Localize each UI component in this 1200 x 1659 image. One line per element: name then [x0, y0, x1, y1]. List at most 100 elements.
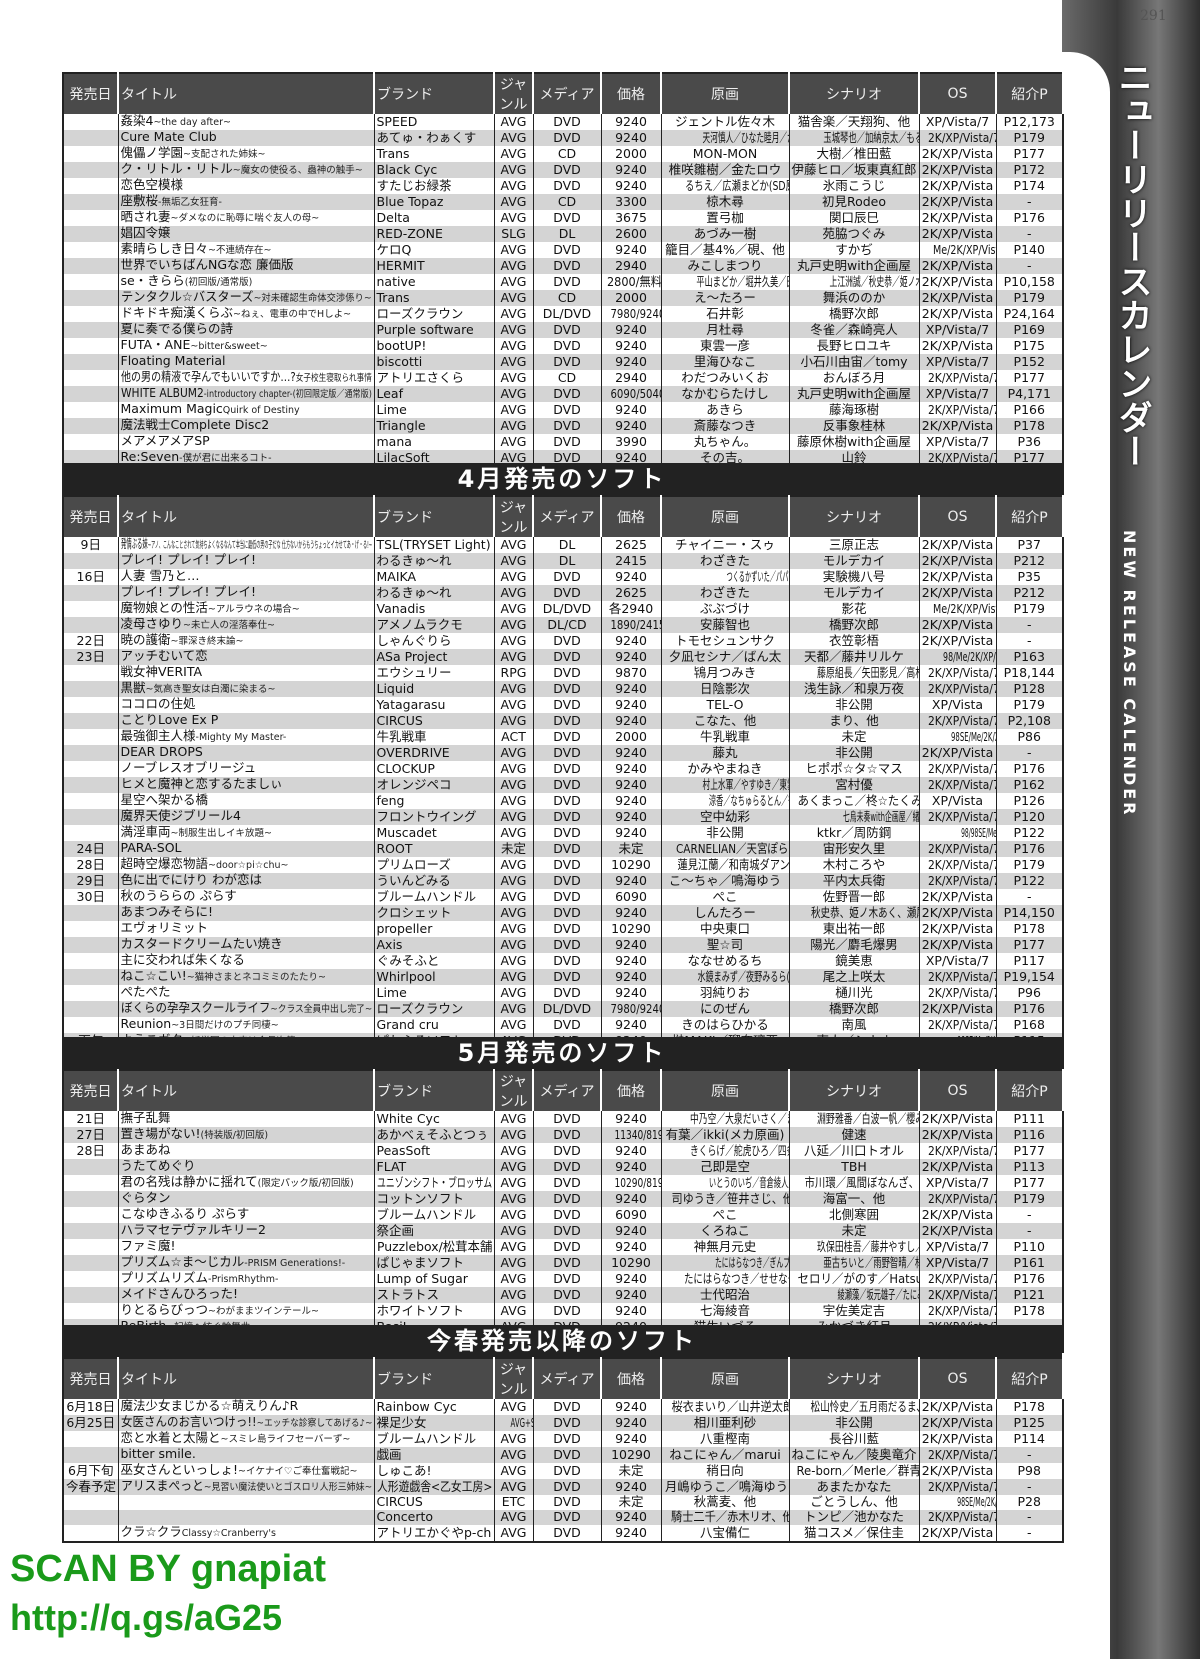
cell-artist: わざきた [661, 585, 790, 601]
cell-os: 2K/XP/Vista [919, 274, 997, 290]
cell-intro-page: P175 [996, 338, 1064, 354]
cell-intro-page: P28 [996, 1495, 1064, 1510]
cell-os: 2K/XP/Vista/7 [919, 1303, 997, 1319]
cell-os: 2K/XP/Vista [919, 921, 997, 937]
cell-release-date [63, 617, 119, 633]
cell-genre: AVG [494, 889, 534, 905]
scenario-text: 苑脇つぐみ [822, 226, 886, 241]
cell-os: 2K/XP/Vista/7 [919, 809, 997, 825]
cell-intro-page: P122 [996, 825, 1064, 841]
cell-title: 置き場がない!(特装版/初回版) [118, 1127, 375, 1143]
cell-os: 2K/XP/Vista/7 [919, 1017, 997, 1033]
cell-os: 98SE/Me/2K/XP/Vista/7 [919, 1495, 997, 1510]
media-text: DVD [553, 953, 581, 968]
price-text: 2940 [615, 370, 647, 385]
intro-page-text: P176 [1013, 1001, 1045, 1016]
title-text: 秋のうららの ぷらす [121, 889, 237, 905]
cell-media: DVD [533, 1223, 602, 1239]
os-text: 2K/XP/Vista [921, 921, 994, 936]
cell-price: 9240 [601, 338, 662, 354]
price-text: 9240 [615, 825, 647, 840]
cell-title: 満淫車両~制服生出しイキ放題~ [118, 825, 375, 841]
artist-text: みこしまつり [687, 258, 763, 273]
cell-title: bitter smile. [118, 1447, 375, 1463]
genre-text: AVG [500, 569, 527, 584]
cell-scenario: モルデカイ [789, 585, 920, 601]
title-text: 姦染4~the day after~ [121, 114, 231, 130]
os-text: 2K/XP/Vista/7 [927, 665, 996, 680]
scenario-text: 長野ヒロユキ [816, 338, 892, 353]
genre-text: AVG+SLG [510, 1415, 532, 1430]
table-row: 座敷桜-無垢乙女狂育- Blue Topaz AVG CD 3300 椋木尋 初見Rodeo… [63, 194, 1064, 210]
cell-price: 1890/2415 [601, 617, 662, 633]
price-text: 6090 [615, 1207, 647, 1222]
brand-text: あてゅ・わぁくす [376, 130, 477, 145]
cell-release-date [63, 697, 119, 713]
column-header-artist: 原画 [661, 1070, 790, 1111]
cell-scenario: 三原正志 [789, 537, 920, 553]
brand-text: LilacSoft [376, 450, 430, 465]
price-text: 9240 [615, 905, 647, 920]
cell-price: 9240 [601, 745, 662, 761]
cell-intro-page: - [996, 889, 1064, 905]
cell-media: CD [533, 290, 602, 306]
scenario-text: 綾瀬藻／坂元雄子／たにみちNON、他 [837, 1287, 918, 1302]
cell-media: CD [533, 146, 602, 162]
cell-genre: AVG [494, 1431, 534, 1447]
cell-brand: 人形遊戯舎<乙女工房> [374, 1479, 495, 1495]
cell-title: 夏に奏でる僕らの詩 [118, 322, 375, 338]
cell-scenario: TBH [789, 1159, 920, 1175]
cell-media: DVD [533, 857, 602, 873]
brand-text: すたじお緑茶 [376, 178, 452, 193]
cell-artist: 月杜尋 [661, 322, 790, 338]
cell-title: メイドさんひろった! [118, 1287, 375, 1303]
price-text: 9240 [615, 761, 647, 776]
cell-scenario: 東出祐一郎 [789, 921, 920, 937]
cell-price: 2625 [601, 585, 662, 601]
title-main: 満淫車両 [120, 825, 171, 839]
cell-release-date: 6月18日 [63, 1399, 119, 1415]
cell-intro-page: - [996, 258, 1064, 274]
cell-genre: AVG [494, 585, 534, 601]
scenario-text: 橋野次郎 [828, 1001, 879, 1016]
cell-genre: AVG [494, 825, 534, 841]
cell-price: 2600 [601, 226, 662, 242]
cell-artist: くろねこ [661, 1223, 790, 1239]
cell-genre: AVG+SLG [494, 1415, 534, 1431]
cell-genre: AVG [494, 1479, 534, 1495]
cell-brand: Rainbow Cyc [374, 1399, 495, 1415]
title-main: se・きらら [120, 274, 185, 288]
cell-release-date [63, 322, 119, 338]
title-main: 恋色空模様 [120, 178, 184, 192]
column-header-release-date: 発売日 [63, 1358, 119, 1399]
cell-os: 2K/XP/Vista [919, 146, 997, 162]
brand-text: Blue Topaz [376, 194, 444, 209]
media-text: DVD [553, 1191, 581, 1206]
brand-text: Liquid [376, 681, 415, 696]
table-row: 6月25日 女医さんのお言いつけっ!!~エッチな診察してあげる♪~ 裸足少女 AVG+… [63, 1415, 1064, 1431]
column-header-os: OS [919, 1358, 997, 1399]
brand-text: あかべぇそふとつぅ [376, 1127, 489, 1142]
cell-scenario: 上江洲誠／秋史恭／姫ノ木あく、他 [789, 274, 920, 290]
cell-os: XP/Vista [919, 793, 997, 809]
cell-media: DVD [533, 354, 602, 370]
cell-brand: Triangle [374, 418, 495, 434]
table-row: カスタードクリームたい焼き Axis AVG DVD 9240 聖☆司 陽光／麝毛爆男 2K/… [63, 937, 1064, 953]
cell-intro-page: P125 [996, 1415, 1064, 1431]
title-subtitle: 女子校生寝取られ事情 [295, 373, 372, 384]
cell-media: CD [533, 194, 602, 210]
intro-page-text: P152 [1013, 354, 1045, 369]
price-text: 9240 [615, 953, 647, 968]
cell-artist: こ～ちゃ／鳴海ゆう [661, 873, 790, 889]
scenario-text: あくまっこ／柊☆たくみ [797, 793, 919, 808]
cell-brand: 祭企画 [374, 1223, 495, 1239]
cell-scenario: 綾瀬藻／坂元雄子／たにみちNON、他 [789, 1287, 920, 1303]
cell-release-date [63, 1159, 119, 1175]
cell-genre: ACT [494, 729, 534, 745]
cell-genre: AVG [494, 1524, 534, 1542]
cell-brand: Axis [374, 937, 495, 953]
cell-release-date [63, 258, 119, 274]
cell-artist: ぺこ [661, 1207, 790, 1223]
artist-text: 士代昭治 [699, 1287, 750, 1302]
table-row: あまつみそらに! クロシェット AVG DVD 9240 しんたろー 秋史恭、姫ノ木あく、瀬… [63, 905, 1064, 921]
